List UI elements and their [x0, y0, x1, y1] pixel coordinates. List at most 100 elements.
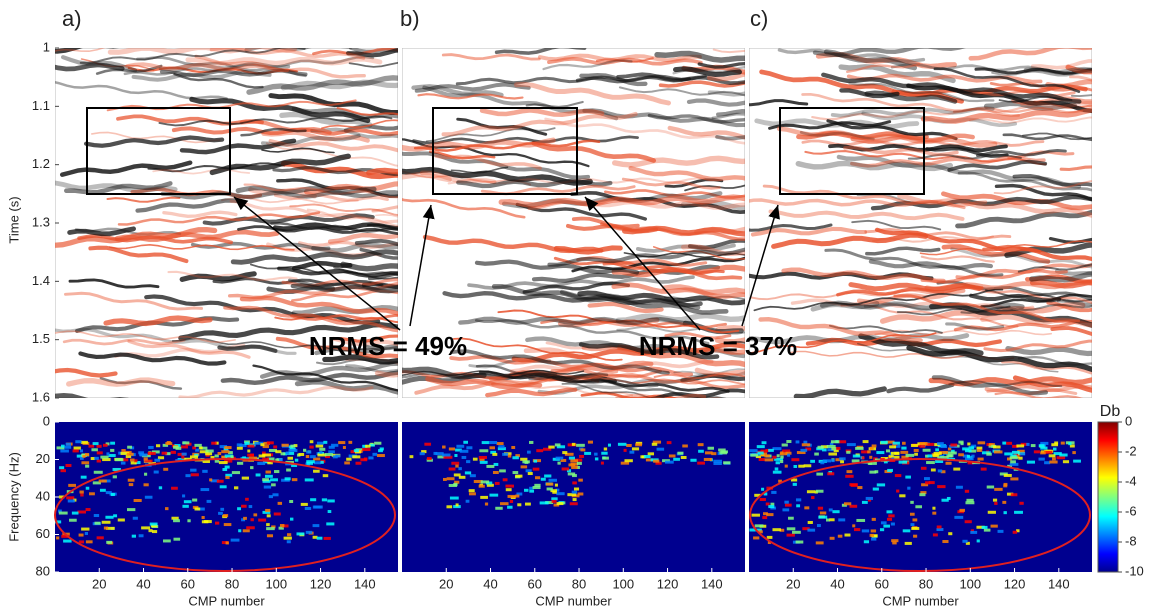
spectrogram-cell — [277, 458, 283, 462]
spectrogram-cell — [580, 448, 586, 452]
spectrogram-cell — [344, 461, 350, 465]
x-tick-label: 60 — [181, 576, 195, 591]
reflector — [55, 226, 218, 248]
reflector — [368, 271, 398, 281]
panel-label: a) — [62, 6, 82, 31]
spectrogram-cell — [980, 467, 987, 471]
spectrogram-cell — [200, 446, 208, 450]
reflector — [243, 183, 398, 199]
spectrogram-cell — [378, 449, 383, 453]
spectrogram-cell — [58, 511, 68, 515]
spectrogram-cell — [635, 443, 643, 447]
spectrogram-cell — [1026, 442, 1030, 446]
x-tick-label: 80 — [919, 576, 933, 591]
spectrogram-cell — [113, 514, 118, 518]
reflector — [458, 316, 695, 326]
spectrogram-cell — [624, 459, 633, 463]
reflector — [159, 68, 308, 78]
reflector — [450, 166, 509, 174]
spectrogram-cell — [455, 464, 459, 468]
reflector — [217, 344, 278, 353]
reflector — [474, 319, 710, 345]
reflector — [580, 391, 722, 398]
reflector — [291, 106, 398, 120]
spectrogram-cell — [888, 454, 893, 458]
spectrogram-cell — [59, 466, 65, 470]
boxes — [86, 107, 925, 195]
spectrogram-cell — [195, 448, 200, 452]
spectrogram-cell — [80, 475, 87, 479]
reflector — [77, 233, 233, 245]
spectrogram-cell — [296, 532, 305, 536]
reflector — [776, 126, 998, 148]
spectrogram-cell — [368, 456, 374, 460]
spectrogram-cell — [817, 445, 824, 449]
spectrogram-cell — [151, 450, 160, 454]
spectrogram-cell — [247, 444, 255, 448]
spectrogram-cell — [838, 440, 847, 444]
spectrogram-cell — [828, 452, 837, 456]
spectrogram-cell — [1014, 510, 1023, 514]
spectrogram-cell — [623, 448, 627, 452]
spectrogram-cell — [443, 455, 453, 459]
spectrogram-cell — [763, 512, 768, 516]
spectrogram-cell — [756, 445, 765, 449]
spectrogram-cell — [795, 540, 804, 544]
spectrogram-cell — [325, 455, 330, 459]
reflector — [664, 295, 745, 302]
spectrogram-cell — [353, 449, 359, 453]
spectrogram — [749, 422, 1092, 572]
reflector — [173, 72, 264, 89]
spectrogram-cell — [84, 453, 90, 457]
spectrogram-cell — [977, 441, 986, 445]
spectrogram-cell — [257, 462, 266, 466]
spectrogram-cell — [790, 478, 798, 482]
spectrogram-cell — [275, 450, 282, 454]
reflector — [578, 342, 720, 360]
spectrogram-cell — [976, 525, 985, 529]
spectrogram-cell — [885, 449, 891, 453]
spectrogram-cell — [893, 444, 901, 448]
spectrogram-cell — [281, 443, 289, 447]
spectrogram-cell — [1009, 462, 1019, 466]
reflector — [359, 247, 398, 260]
reflector — [886, 382, 955, 394]
spectrogram-cell — [466, 446, 473, 450]
spectrogram-cell — [986, 485, 995, 489]
reflector — [950, 247, 1092, 269]
spectrogram-cell — [294, 458, 299, 462]
spectrogram-cell — [976, 446, 983, 450]
reflector — [55, 330, 236, 343]
reflector — [479, 370, 730, 393]
spectrogram-cell — [507, 494, 516, 498]
spectrogram-cell — [489, 493, 499, 497]
ellipses — [54, 458, 1091, 572]
spectrogram-cell — [154, 458, 161, 462]
spectrogram-cell — [640, 455, 646, 459]
spectrogram-cell — [1019, 501, 1024, 505]
spectrogram-cell — [241, 518, 246, 522]
reflector — [531, 140, 657, 163]
spectrogram-cell — [571, 490, 578, 494]
reflector — [375, 213, 398, 218]
spectrogram-cell — [910, 523, 915, 527]
reflector — [402, 138, 590, 168]
spectrogram-cell — [545, 501, 554, 505]
spectrogram-cell — [587, 440, 593, 444]
y-tick-label: 1.5 — [32, 331, 50, 346]
reflector — [890, 63, 1092, 73]
spectrogram-cell — [520, 457, 528, 461]
spectrogram-cell — [556, 445, 566, 449]
spectrogram-cell — [171, 486, 178, 490]
spectrogram-cell — [210, 456, 215, 460]
reflector — [571, 256, 745, 273]
spectrogram-cell — [869, 455, 873, 459]
spectrogram-cell — [570, 459, 579, 463]
reflector — [874, 227, 1092, 262]
spectrogram-cell — [819, 511, 827, 515]
spectrogram-cell — [472, 457, 478, 461]
spectrogram-cell — [287, 456, 294, 460]
spectrogram-cell — [939, 450, 949, 454]
reflector — [452, 337, 623, 362]
spectrogram-cell — [764, 454, 770, 458]
